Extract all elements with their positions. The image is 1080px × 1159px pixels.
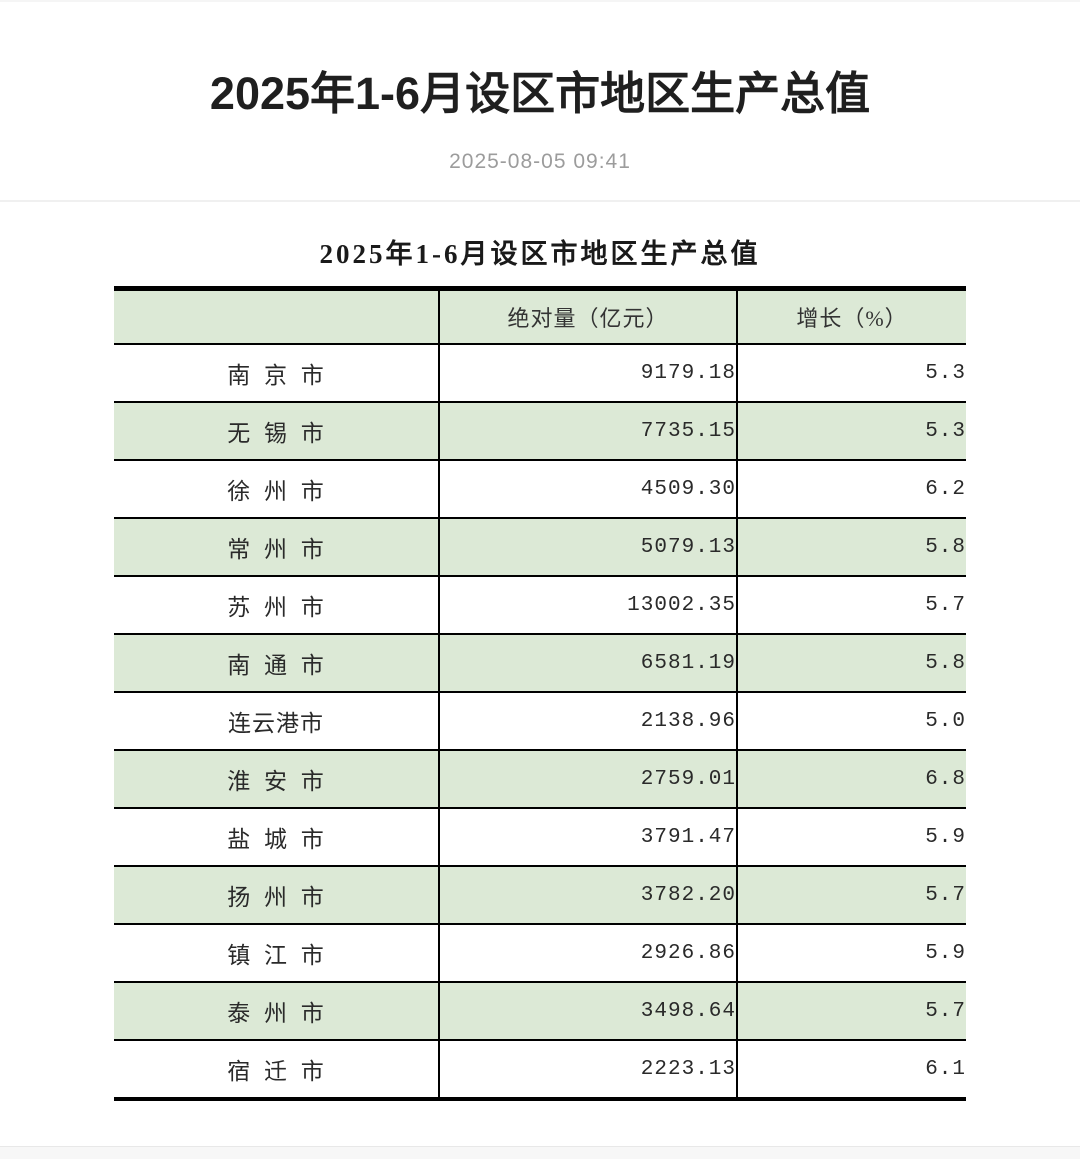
city-cell: 淮 安 市: [114, 750, 440, 809]
table-row: 徐 州 市 4509.30 6.2: [114, 460, 966, 519]
value-cell: 7735.15: [439, 402, 738, 461]
city-cell: 连云港市: [114, 692, 440, 751]
value-cell: 4509.30: [439, 460, 738, 519]
page-bottom-strip: [0, 1146, 1080, 1159]
gdp-table: 绝对量（亿元） 增长（%） 南 京 市 9179.18 5.3 无 锡 市 7735.1…: [114, 286, 966, 1102]
header-city-blank: [114, 288, 440, 345]
growth-cell: 5.7: [925, 883, 966, 907]
city-cell: 南 京 市: [114, 344, 440, 403]
value-cell: 2223.13: [439, 1040, 738, 1100]
growth-cell: 5.8: [925, 651, 966, 675]
city-cell: 镇 江 市: [114, 924, 440, 983]
value-cell: 3791.47: [439, 808, 738, 867]
growth-cell: 5.3: [925, 419, 966, 443]
city-cell: 南 通 市: [114, 634, 440, 693]
growth-cell: 6.8: [925, 767, 966, 791]
table-row: 盐 城 市 3791.47 5.9: [114, 808, 966, 867]
article-header: 2025年1-6月设区市地区生产总值 2025-08-05 09:41: [0, 2, 1080, 174]
table-row: 南 京 市 9179.18 5.3: [114, 344, 966, 403]
city-cell: 泰 州 市: [114, 982, 440, 1041]
growth-cell: 5.3: [925, 361, 966, 385]
city-cell: 徐 州 市: [114, 460, 440, 519]
header-growth: 增长（%）: [796, 306, 908, 332]
city-cell: 无 锡 市: [114, 402, 440, 461]
page-title: 2025年1-6月设区市地区生产总值: [209, 68, 871, 119]
growth-cell: 5.8: [925, 535, 966, 559]
table-row: 常 州 市 5079.13 5.8: [114, 518, 966, 577]
table-header-row: 绝对量（亿元） 增长（%）: [114, 288, 966, 345]
city-cell: 扬 州 市: [114, 866, 440, 925]
value-cell: 6581.19: [439, 634, 738, 693]
table-row: 淮 安 市 2759.01 6.8: [114, 750, 966, 809]
table-title: 2025年1-6月设区市地区生产总值: [319, 239, 761, 270]
city-cell: 盐 城 市: [114, 808, 440, 867]
table-row: 苏 州 市 13002.35 5.7: [114, 576, 966, 635]
growth-cell: 6.1: [925, 1057, 966, 1081]
table-row: 泰 州 市 3498.64 5.7: [114, 982, 966, 1041]
publish-date: 2025-08-05 09:41: [449, 150, 631, 174]
table-row: 无 锡 市 7735.15 5.3: [114, 402, 966, 461]
growth-cell: 5.9: [925, 941, 966, 965]
city-cell: 宿 迁 市: [114, 1040, 440, 1100]
table-row: 宿 迁 市 2223.13 6.1: [114, 1040, 966, 1100]
growth-cell: 5.9: [925, 825, 966, 849]
value-cell: 9179.18: [439, 344, 738, 403]
value-cell: 5079.13: [439, 518, 738, 577]
growth-cell: 6.2: [925, 477, 966, 501]
article-body: 2025年1-6月设区市地区生产总值 绝对量（亿元） 增长（%） 南 京 市 91…: [0, 232, 1080, 1102]
value-cell: 13002.35: [439, 576, 738, 635]
section-divider: [0, 200, 1080, 203]
city-cell: 常 州 市: [114, 518, 440, 577]
gdp-table-body: 南 京 市 9179.18 5.3 无 锡 市 7735.15 5.3 徐 州 市 4509.…: [114, 344, 966, 1100]
table-row: 镇 江 市 2926.86 5.9: [114, 924, 966, 983]
growth-cell: 5.7: [925, 999, 966, 1023]
table-row: 连云港市 2138.96 5.0: [114, 692, 966, 751]
city-cell: 苏 州 市: [114, 576, 440, 635]
value-cell: 2138.96: [439, 692, 738, 751]
table-row: 南 通 市 6581.19 5.8: [114, 634, 966, 693]
value-cell: 2926.86: [439, 924, 738, 983]
table-row: 扬 州 市 3782.20 5.7: [114, 866, 966, 925]
growth-cell: 5.7: [925, 593, 966, 617]
value-cell: 3782.20: [439, 866, 738, 925]
value-cell: 3498.64: [439, 982, 738, 1041]
growth-cell: 5.0: [925, 709, 966, 733]
value-cell: 2759.01: [439, 750, 738, 809]
page-top-border: [0, 0, 1080, 2]
header-absolute-value: 绝对量（亿元）: [439, 288, 738, 345]
